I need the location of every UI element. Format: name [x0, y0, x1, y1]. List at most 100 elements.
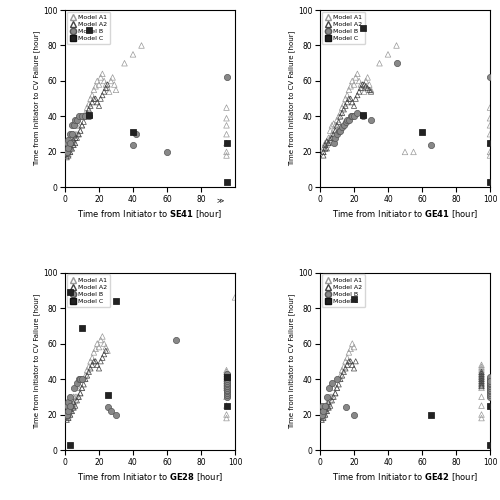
Point	[70, 136, 78, 143]
Point	[478, 410, 486, 418]
Point	[320, 414, 328, 422]
Point	[343, 98, 351, 106]
Point	[354, 109, 362, 117]
Point	[70, 122, 78, 130]
Point	[478, 380, 486, 388]
Point	[222, 377, 230, 385]
Point	[85, 100, 93, 108]
Y-axis label: Time from Initiator to CV Failure [hour]: Time from Initiator to CV Failure [hour]	[34, 294, 40, 429]
Point	[367, 86, 375, 94]
Point	[71, 393, 79, 401]
Point	[62, 150, 70, 158]
Point	[334, 126, 342, 134]
Point	[320, 148, 328, 156]
Point	[486, 391, 494, 399]
Point	[346, 82, 354, 90]
Point	[105, 88, 113, 96]
Point	[94, 77, 102, 85]
Point	[320, 144, 328, 152]
Point	[222, 114, 230, 122]
Point	[366, 86, 374, 94]
Point	[333, 122, 341, 130]
Point	[78, 324, 86, 332]
Point	[71, 134, 79, 141]
Point	[62, 154, 70, 162]
Point	[98, 91, 106, 99]
Point	[486, 386, 494, 394]
Point	[68, 144, 76, 152]
Point	[222, 382, 230, 390]
Point	[478, 374, 486, 382]
Point	[323, 138, 331, 145]
Point	[355, 77, 363, 85]
Point	[401, 148, 409, 156]
Point	[336, 126, 344, 134]
Point	[350, 102, 358, 110]
Point	[92, 358, 100, 366]
Point	[66, 148, 74, 156]
Point	[68, 407, 76, 415]
Point	[348, 112, 356, 120]
Point	[330, 393, 338, 401]
Point	[66, 139, 74, 147]
Point	[478, 368, 486, 376]
Point	[76, 126, 84, 134]
Point	[486, 382, 494, 390]
Point	[68, 144, 76, 152]
Point	[76, 389, 84, 397]
Point	[73, 384, 81, 392]
Point	[68, 141, 76, 149]
Point	[222, 122, 230, 130]
Point	[326, 393, 334, 401]
Point	[334, 118, 342, 126]
Point	[486, 104, 494, 112]
Point	[62, 414, 70, 422]
Point	[71, 396, 79, 404]
Point	[328, 378, 336, 386]
Point	[410, 148, 418, 156]
Point	[138, 42, 145, 50]
Point	[350, 112, 358, 120]
Point	[222, 374, 230, 382]
Point	[62, 148, 70, 156]
Point	[66, 405, 74, 413]
Point	[86, 94, 94, 102]
Point	[346, 94, 354, 102]
Point	[83, 104, 91, 112]
Point	[96, 94, 104, 102]
Point	[478, 375, 486, 383]
Point	[478, 372, 486, 380]
Point	[120, 59, 128, 67]
Point	[352, 94, 360, 102]
Point	[71, 139, 79, 147]
Point	[321, 404, 329, 411]
Point	[426, 410, 434, 418]
Point	[222, 378, 230, 386]
Point	[70, 138, 78, 145]
Point	[78, 375, 86, 383]
Legend: Model A1, Model A2, Model B, Model C: Model A1, Model A2, Model B, Model C	[67, 12, 110, 44]
Point	[320, 405, 328, 413]
Point	[222, 384, 230, 392]
Point	[64, 408, 72, 416]
Point	[338, 366, 346, 374]
Point	[70, 141, 78, 149]
Point	[486, 402, 494, 409]
Point	[367, 116, 375, 124]
Point	[333, 116, 341, 124]
Point	[222, 74, 230, 82]
Point	[94, 98, 102, 106]
Point	[83, 372, 91, 380]
Point	[112, 297, 120, 305]
Point	[336, 109, 344, 117]
Point	[64, 410, 72, 418]
Point	[222, 372, 230, 380]
Point	[350, 295, 358, 303]
Point	[478, 380, 486, 388]
Point	[318, 414, 326, 422]
Point	[478, 368, 486, 376]
Point	[486, 378, 494, 386]
Point	[222, 402, 230, 409]
Point	[66, 144, 74, 152]
Point	[76, 375, 84, 383]
